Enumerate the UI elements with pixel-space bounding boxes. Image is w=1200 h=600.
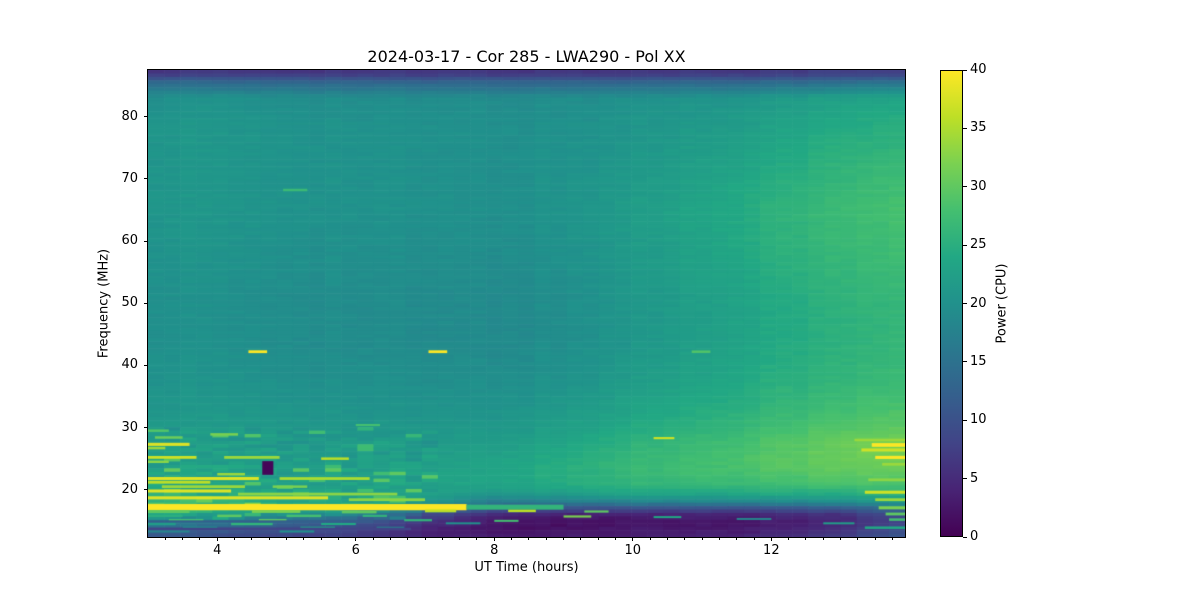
y-tick-label: 70	[121, 170, 138, 186]
x-minor-tick	[320, 537, 322, 540]
x-tick-label: 12	[763, 543, 780, 558]
x-tick	[355, 537, 357, 541]
x-minor-tick	[389, 537, 391, 540]
x-minor-tick	[718, 537, 720, 540]
y-tick	[144, 364, 148, 366]
x-minor-tick	[372, 537, 374, 540]
x-tick	[632, 537, 634, 541]
x-tick-label: 8	[490, 543, 499, 558]
colorbar-tick-label: 20	[970, 295, 987, 311]
colorbar-tick-label: 25	[970, 237, 987, 253]
x-minor-tick	[563, 537, 565, 540]
x-minor-tick	[753, 537, 755, 540]
colorbar-tick-label: 40	[970, 62, 987, 77]
x-minor-tick	[684, 537, 686, 540]
x-minor-tick	[580, 537, 582, 540]
x-minor-tick	[303, 537, 305, 540]
x-minor-tick	[649, 537, 651, 540]
heatmap-canvas	[148, 70, 905, 537]
x-minor-tick	[407, 537, 409, 540]
x-minor-tick	[736, 537, 738, 540]
x-minor-tick	[164, 537, 166, 540]
x-minor-tick	[614, 537, 616, 540]
x-minor-tick	[857, 537, 859, 540]
x-minor-tick	[528, 537, 530, 540]
colorbar-tick-label: 0	[970, 529, 979, 544]
x-tick-label: 6	[351, 543, 360, 558]
x-tick	[216, 537, 218, 541]
x-minor-tick	[337, 537, 339, 540]
colorbar-tick	[963, 419, 967, 421]
y-tick-label: 40	[121, 357, 138, 373]
y-tick	[144, 427, 148, 429]
y-tick-label: 60	[121, 233, 138, 248]
x-minor-tick	[286, 537, 288, 540]
y-tick	[144, 178, 148, 180]
colorbar-tick	[963, 361, 967, 363]
x-minor-tick	[545, 537, 547, 540]
colorbar-tick-label: 10	[970, 412, 987, 428]
colorbar-tick	[963, 303, 967, 304]
colorbar-tick	[963, 69, 967, 71]
colorbar-tick	[963, 536, 967, 538]
x-minor-tick	[459, 537, 461, 540]
y-tick-label: 30	[121, 419, 138, 435]
colorbar-tick-label: 30	[970, 178, 987, 194]
x-minor-tick	[666, 537, 668, 540]
x-minor-tick	[476, 537, 478, 540]
colorbar-label: Power (CPU)	[994, 263, 1010, 344]
y-tick-label: 20	[121, 481, 138, 497]
x-minor-tick	[840, 537, 842, 540]
y-tick	[144, 489, 148, 491]
y-tick-label: 80	[121, 108, 138, 124]
x-minor-tick	[892, 537, 894, 540]
x-minor-tick	[822, 537, 824, 540]
x-minor-tick	[182, 537, 184, 540]
x-tick	[493, 537, 495, 541]
x-minor-tick	[234, 537, 236, 540]
x-minor-tick	[511, 537, 513, 540]
colorbar-tick-label: 5	[970, 470, 979, 486]
colorbar-tick-label: 15	[970, 353, 987, 369]
colorbar	[940, 70, 963, 537]
x-minor-tick	[199, 537, 201, 540]
x-minor-tick	[268, 537, 270, 540]
colorbar-tick-label: 35	[970, 120, 987, 136]
x-tick-label: 4	[213, 543, 222, 558]
x-axis-label: UT Time (hours)	[474, 560, 579, 575]
x-tick-label: 10	[624, 543, 642, 558]
x-minor-tick	[441, 537, 443, 540]
chart-title: 2024-03-17 - Cor 285 - LWA290 - Pol XX	[367, 47, 686, 66]
x-minor-tick	[805, 537, 807, 540]
y-tick	[144, 302, 148, 304]
x-minor-tick	[874, 537, 876, 540]
x-minor-tick	[701, 537, 703, 540]
colorbar-tick	[963, 186, 967, 188]
x-minor-tick	[251, 537, 253, 540]
colorbar-tick	[963, 244, 967, 246]
colorbar-tick	[963, 478, 967, 480]
x-minor-tick	[424, 537, 426, 540]
x-minor-tick	[788, 537, 790, 540]
x-minor-tick	[597, 537, 599, 540]
y-tick-label: 50	[121, 295, 138, 311]
y-tick	[144, 116, 148, 118]
x-tick	[770, 537, 772, 541]
colorbar-tick	[963, 127, 967, 129]
y-tick	[144, 240, 148, 242]
